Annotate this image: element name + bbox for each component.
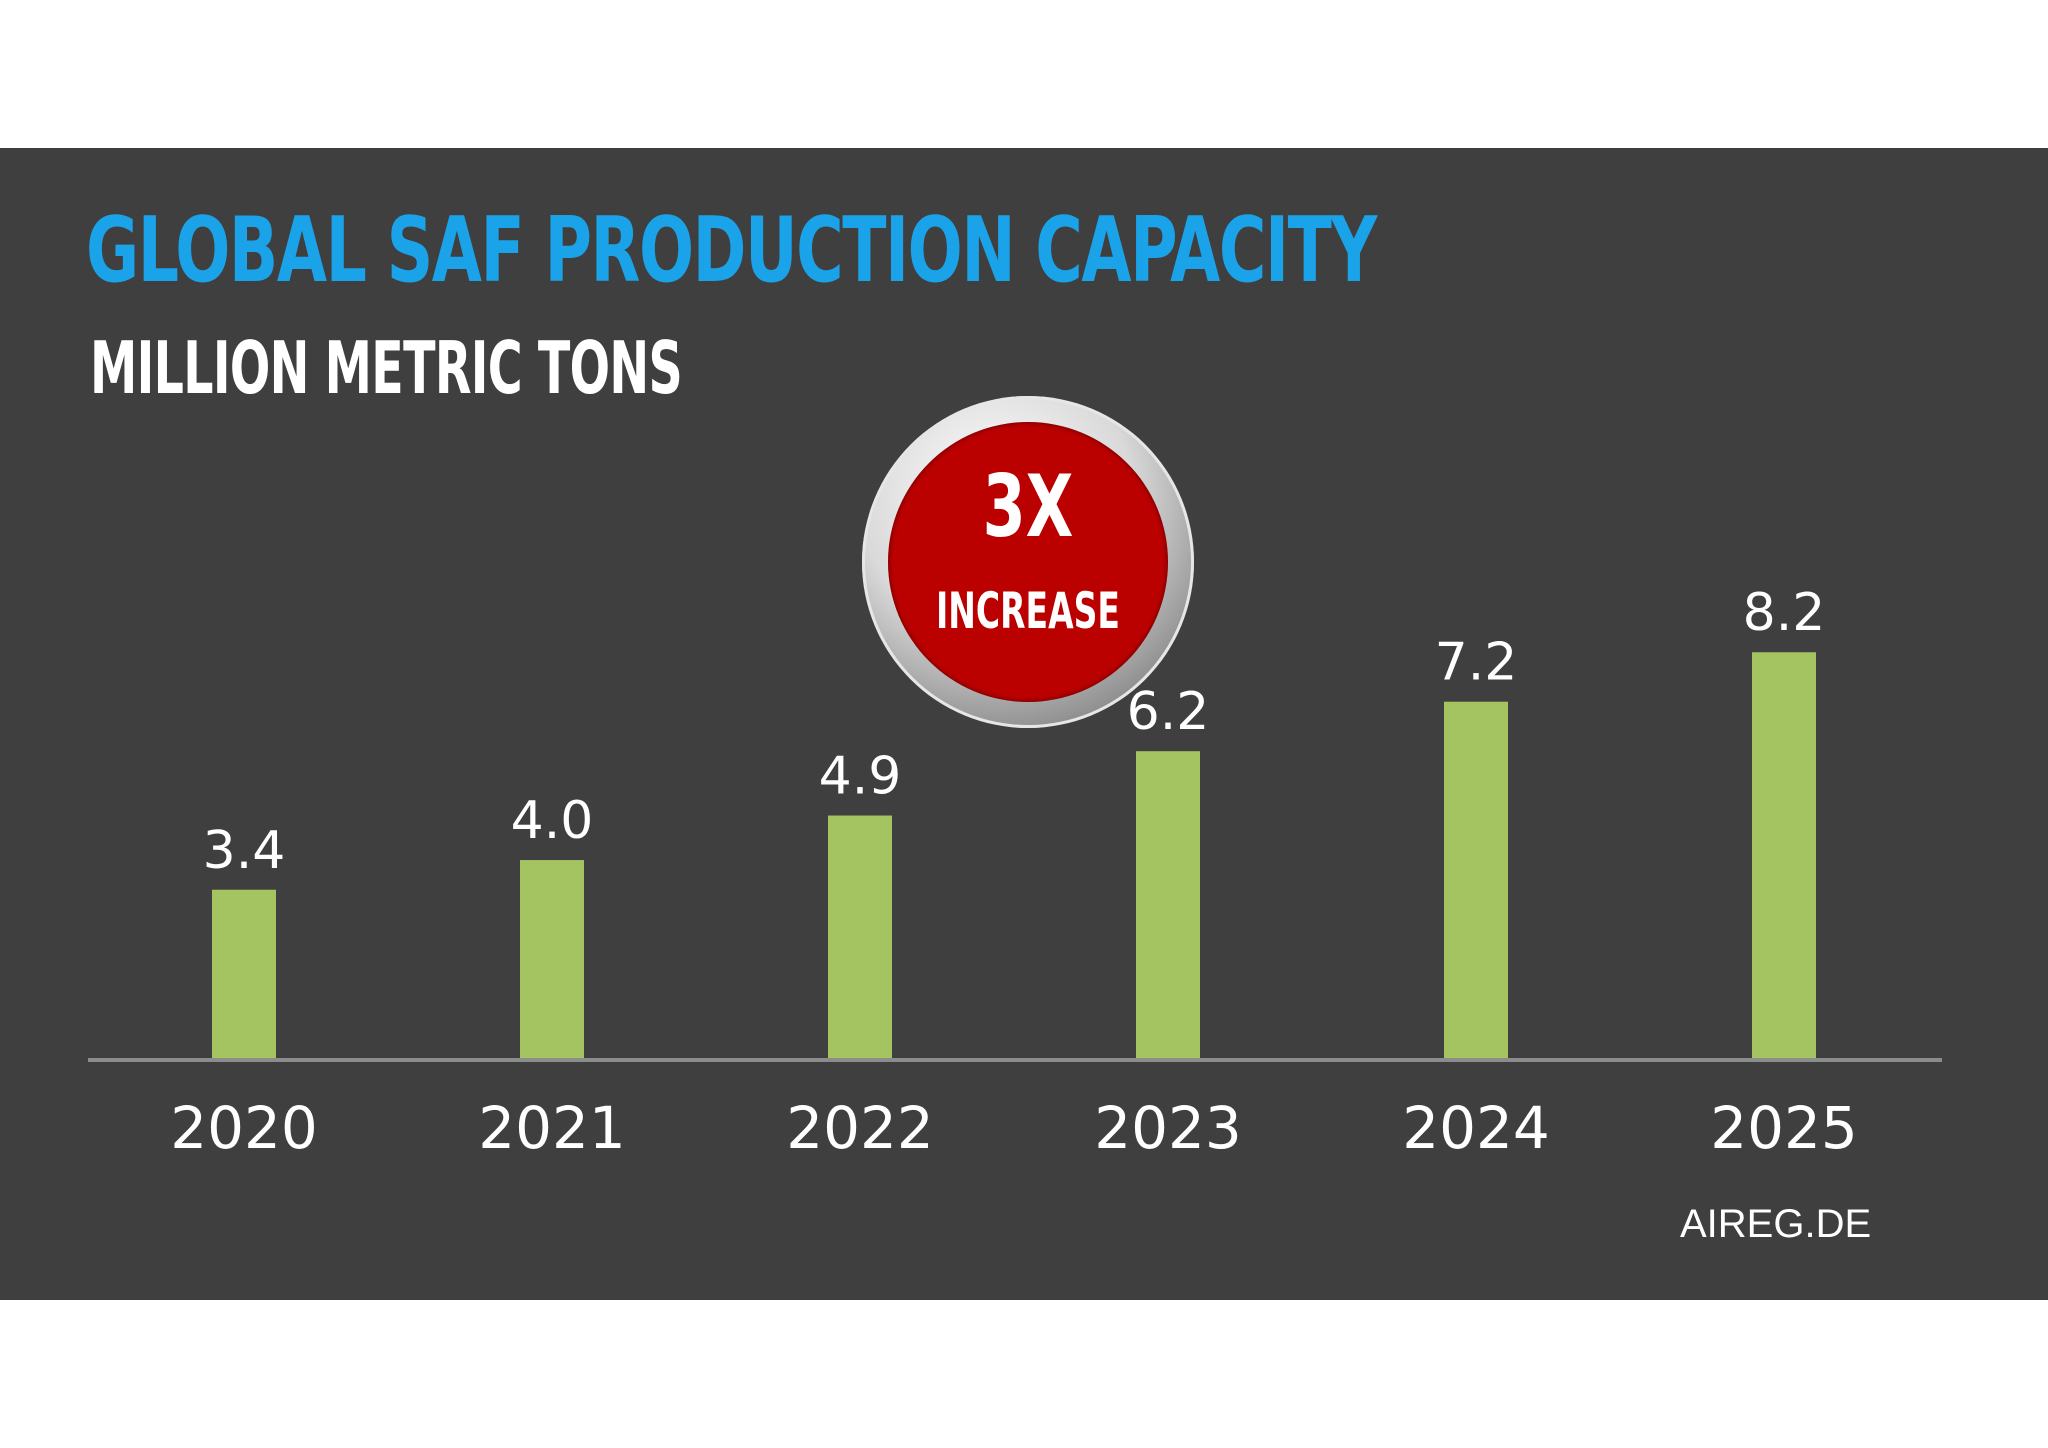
bar-2025: [1752, 652, 1816, 1058]
x-tick-label-2023: 2023: [1094, 1094, 1242, 1162]
source-credit: AIREG.DE: [1680, 1202, 1872, 1246]
data-label-2021: 4.0: [511, 791, 594, 851]
chart-title: GLOBAL SAF PRODUCTION CAPACITY: [86, 198, 1377, 303]
bar-2024: [1444, 701, 1508, 1058]
bar-2023: [1136, 751, 1200, 1058]
increase-badge-center: 3X INCREASE: [888, 422, 1168, 702]
badge-multiplier: 3X: [982, 457, 1074, 557]
bar-2020: [212, 889, 276, 1058]
data-label-2024: 7.2: [1435, 633, 1518, 693]
increase-badge: 3X INCREASE: [862, 396, 1194, 728]
chart-panel: GLOBAL SAF PRODUCTION CAPACITY MILLION M…: [0, 148, 2048, 1300]
bar-chart: 3.4 2020 4.0 2021 4.9 2022 6.2 2023 7.2 2024 8.2 20…: [88, 583, 1942, 1162]
x-tick-label-2025: 2025: [1710, 1094, 1858, 1162]
bars-layer: 3.4 2020 4.0 2021 4.9 2022 6.2 2023 7.2 2024 8.2 20…: [170, 583, 1858, 1162]
data-label-2022: 4.9: [819, 747, 902, 807]
data-label-2020: 3.4: [203, 821, 286, 881]
bar-2021: [520, 860, 584, 1058]
x-tick-label-2024: 2024: [1402, 1094, 1550, 1162]
data-label-2025: 8.2: [1743, 583, 1826, 643]
chart-subtitle: MILLION METRIC TONS: [90, 326, 683, 410]
x-tick-label-2022: 2022: [786, 1094, 934, 1162]
badge-caption: INCREASE: [936, 582, 1120, 640]
data-label-2023: 6.2: [1127, 682, 1210, 742]
x-tick-label-2021: 2021: [478, 1094, 626, 1162]
x-tick-label-2020: 2020: [170, 1094, 318, 1162]
bar-2022: [828, 815, 892, 1058]
